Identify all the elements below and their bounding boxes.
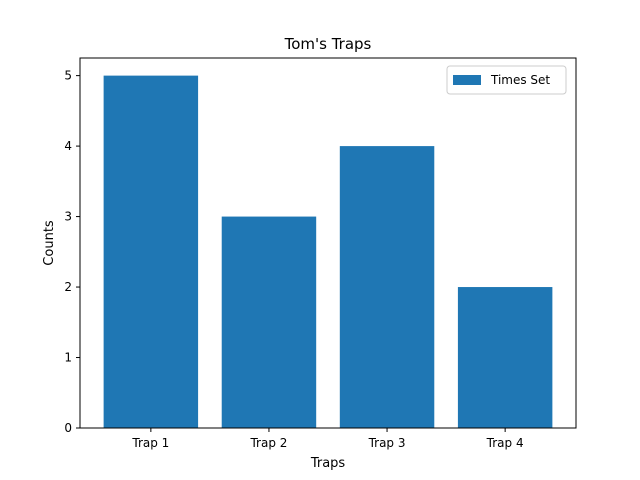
legend: Times Set bbox=[446, 65, 567, 95]
plot-area: 0 1 2 3 4 5 Trap 1 Trap 2 Trap 3 Trap 4 bbox=[64, 57, 577, 450]
y-tick-label: 0 bbox=[64, 421, 72, 435]
legend-label: Times Set bbox=[490, 73, 550, 87]
x-axis-label: Traps bbox=[310, 456, 346, 471]
bar bbox=[457, 287, 553, 428]
x-tick-label: Trap 1 bbox=[131, 436, 169, 450]
y-tick-label: 1 bbox=[64, 351, 72, 365]
y-tick-label: 3 bbox=[64, 210, 72, 224]
y-tick-label: 5 bbox=[64, 69, 72, 83]
y-axis-label: Counts bbox=[42, 220, 57, 266]
legend-swatch bbox=[453, 75, 481, 85]
axes-frame bbox=[79, 57, 577, 429]
x-tick-label: Trap 3 bbox=[368, 436, 406, 450]
bar bbox=[339, 146, 435, 428]
chart-title: Tom's Traps bbox=[284, 35, 372, 53]
x-tick-label: Trap 4 bbox=[486, 436, 524, 450]
y-tick-label: 4 bbox=[64, 139, 72, 153]
bar bbox=[103, 75, 199, 428]
bar bbox=[221, 216, 317, 428]
y-tick-label: 2 bbox=[64, 280, 72, 294]
legend-box bbox=[446, 65, 567, 95]
x-tick-label: Trap 2 bbox=[249, 436, 287, 450]
